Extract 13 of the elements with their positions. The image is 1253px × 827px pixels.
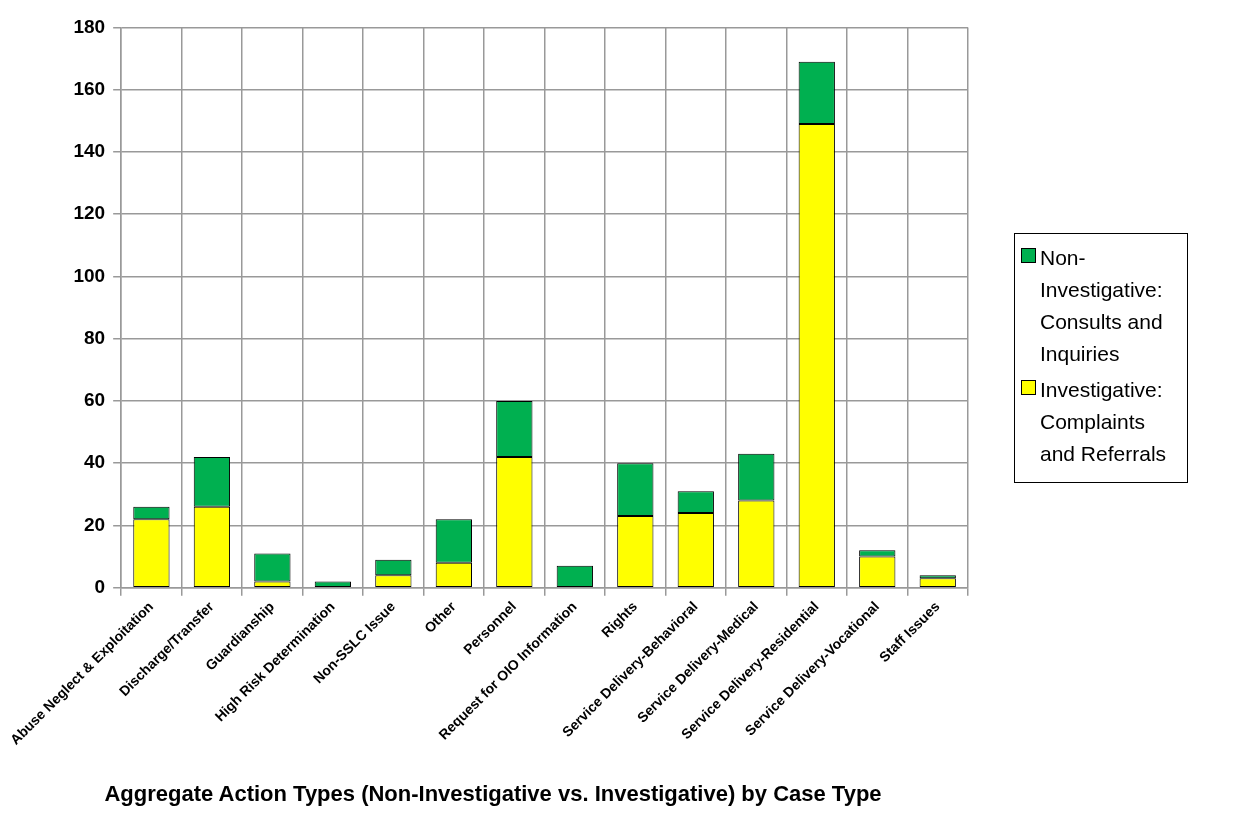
y-tick-label: 100: [73, 264, 106, 286]
y-tick-label: 180: [73, 15, 106, 37]
legend-label: Non-Investigative: Consults and Inquiries: [1040, 245, 1164, 367]
y-tick-label: 60: [84, 389, 106, 411]
y-tick-label: 0: [94, 575, 106, 597]
y-tick-label: 120: [73, 202, 106, 224]
y-tick-label: 80: [84, 326, 106, 348]
y-tick-label: 40: [84, 451, 106, 473]
y-tick-label: 20: [84, 513, 106, 535]
y-tick-label: 160: [73, 77, 106, 99]
y-tick-label: 140: [73, 140, 106, 162]
legend-label: Investigative: Complaints and Referrals: [1040, 377, 1168, 467]
text: Aggregate Action Types (Non-Investigative vs. Investigative) by Case Type: [104, 780, 882, 806]
